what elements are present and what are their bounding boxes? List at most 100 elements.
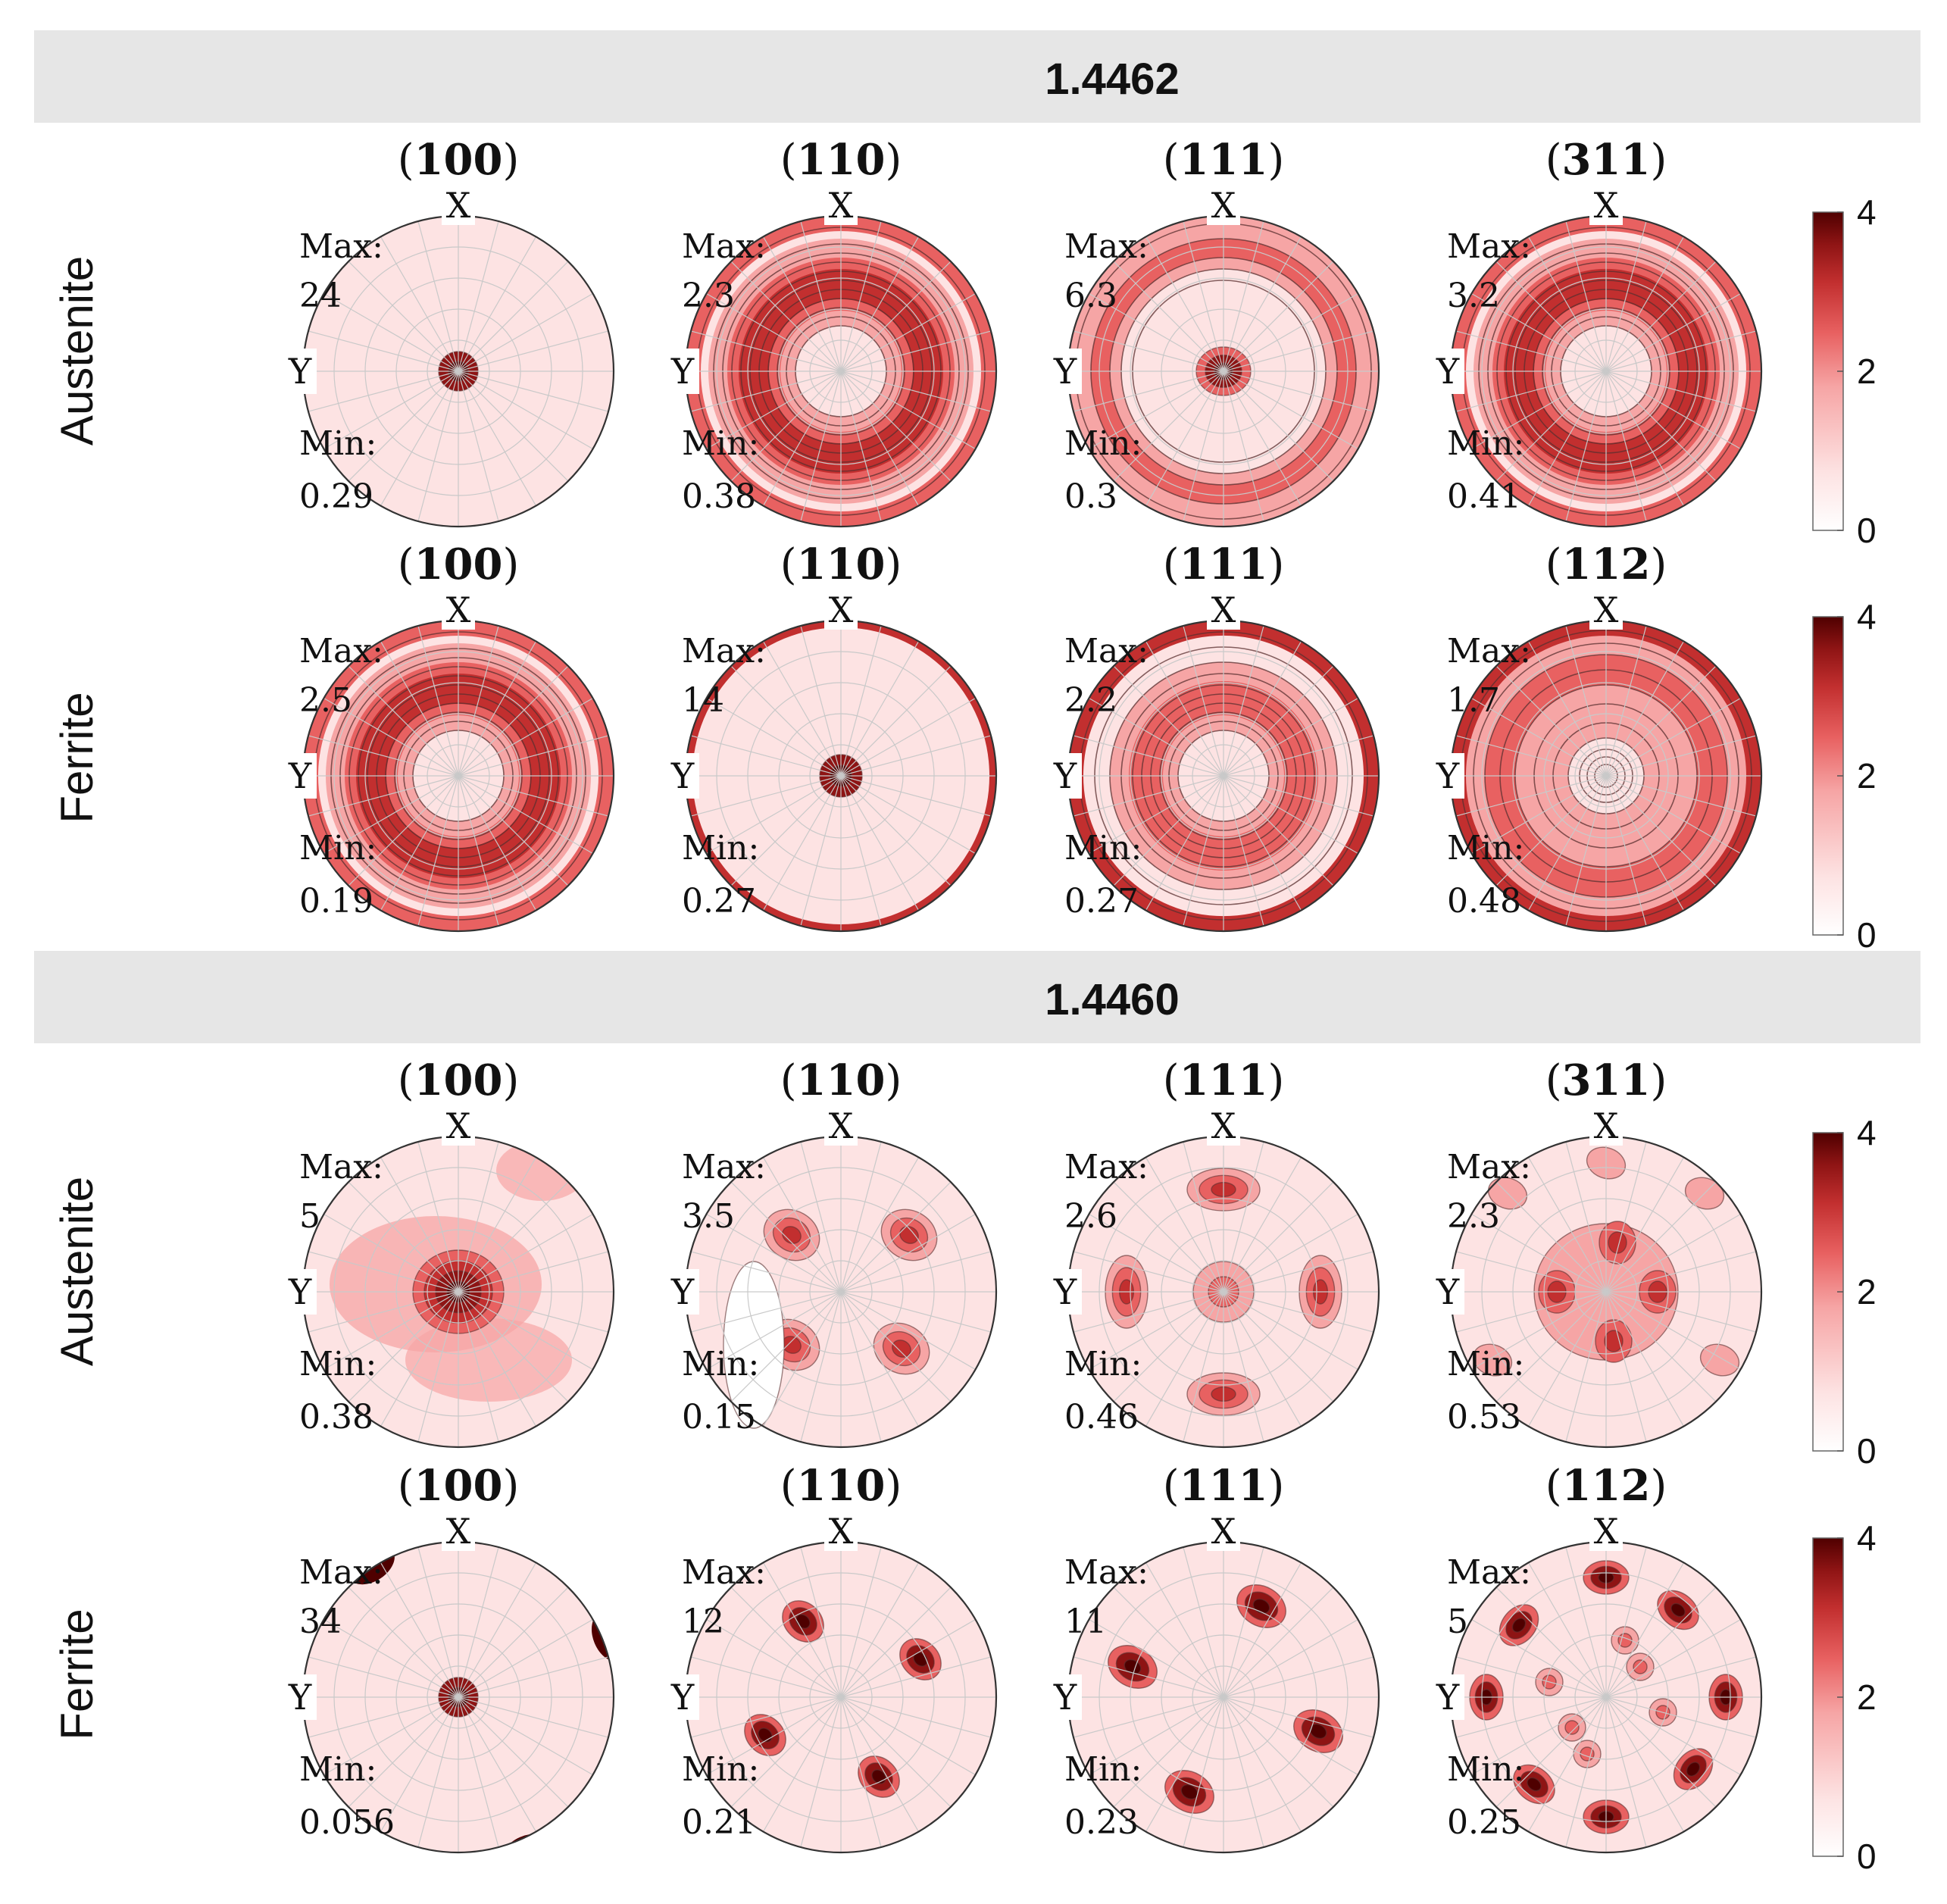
x-axis-label: X	[1594, 185, 1619, 226]
max-value: 24	[299, 277, 342, 315]
max-label: Max:	[682, 1553, 766, 1592]
min-value: 0.27	[1064, 882, 1139, 921]
colorbar-tick-label: 2	[1857, 1677, 1877, 1717]
y-axis-label: Y	[1053, 755, 1077, 796]
y-axis-label: Y	[1436, 1271, 1460, 1312]
min-value: 0.48	[1447, 882, 1521, 921]
pole-figure-112: X Y (112) Max: 5 Min: 0.25	[1430, 1461, 1763, 1854]
plane-title: (110)	[780, 1461, 902, 1511]
max-label: Max:	[299, 1553, 383, 1592]
polar-grid	[686, 216, 996, 527]
plane-title: (311)	[1545, 135, 1667, 185]
y-axis-label: Y	[1436, 755, 1460, 796]
pole-figure-100: X Y (100) Max: 24 Min: 0.29	[282, 135, 615, 528]
polar-grid	[303, 1136, 614, 1447]
x-axis-label: X	[1211, 1105, 1236, 1146]
min-label: Min:	[1064, 424, 1142, 463]
max-label: Max:	[1064, 632, 1149, 671]
y-axis-label: Y	[1436, 351, 1460, 392]
min-value: 0.21	[682, 1803, 756, 1842]
max-value: 3.5	[682, 1197, 735, 1236]
pole-figure-311: X Y (311) Max: 2.3 Min: 0.53	[1430, 1055, 1763, 1449]
max-value: 34	[299, 1602, 342, 1641]
polar-grid	[1068, 216, 1379, 527]
min-value: 0.29	[299, 477, 373, 516]
max-label: Max:	[1064, 1148, 1149, 1186]
x-axis-label: X	[829, 1511, 854, 1552]
min-value: 0.15	[682, 1398, 756, 1437]
polar-grid	[1451, 1542, 1761, 1852]
max-value: 12	[682, 1602, 724, 1641]
intensity-spot	[1309, 1723, 1327, 1740]
polar-grid	[1068, 621, 1379, 931]
max-value: 11	[1064, 1602, 1107, 1641]
group-title-1: 1.4462	[1045, 55, 1179, 104]
min-label: Min:	[1447, 1750, 1524, 1789]
intensity-region	[496, 1140, 587, 1201]
max-value: 2.2	[1064, 681, 1117, 720]
min-label: Min:	[299, 1750, 377, 1789]
max-value: 2.5	[299, 681, 352, 720]
max-label: Max:	[1064, 1553, 1149, 1592]
pole-figures: X Y (100) Max: 24 Min: 0.29 X Y (110) Max: 2.3 Min: 0…	[282, 135, 1763, 1854]
pole-figure-100: X Y (100) Max: 34 Min: 0.056	[282, 1461, 615, 1854]
min-label: Min:	[1447, 829, 1524, 868]
min-value: 0.27	[682, 882, 756, 921]
min-value: 0.38	[299, 1398, 373, 1437]
intensity-spot	[899, 1226, 919, 1244]
min-label: Min:	[682, 1345, 759, 1383]
y-axis-label: Y	[288, 755, 312, 796]
polar-grid	[303, 216, 614, 527]
plane-title: (110)	[780, 539, 902, 589]
x-axis-label: X	[1211, 589, 1236, 630]
x-axis-label: X	[446, 1511, 471, 1552]
min-value: 0.53	[1447, 1398, 1521, 1437]
x-axis-label: X	[446, 185, 471, 226]
group-banner-1	[34, 30, 1920, 123]
x-axis-label: X	[1594, 1105, 1619, 1146]
colorbar-tick-label: 0	[1857, 915, 1877, 955]
plane-title: (111)	[1163, 1461, 1285, 1511]
colorbars: 4 2 0 4 2 0 4 2 0 4 2 0	[1812, 192, 1877, 1876]
polar-grid	[1068, 1136, 1379, 1447]
plane-title: (100)	[398, 1055, 520, 1105]
pole-figure-110: X Y (110) Max: 2.3 Min: 0.38	[664, 135, 998, 528]
polar-grid	[1451, 216, 1761, 527]
intensity-spot	[871, 1769, 886, 1784]
x-axis-label: X	[446, 1105, 471, 1146]
x-axis-label: X	[1211, 185, 1236, 226]
min-value: 0.41	[1447, 477, 1521, 516]
y-axis-label: Y	[288, 351, 312, 392]
min-label: Min:	[682, 829, 759, 868]
max-value: 5	[299, 1197, 320, 1236]
max-value: 6.3	[1064, 277, 1117, 315]
x-axis-label: X	[1594, 589, 1619, 630]
intensity-spot	[1511, 1618, 1527, 1633]
plane-title: (110)	[780, 1055, 902, 1105]
min-value: 0.23	[1064, 1803, 1139, 1842]
min-value: 0.46	[1064, 1398, 1139, 1437]
polar-grid	[1451, 621, 1761, 931]
y-axis-label: Y	[670, 755, 695, 796]
min-label: Min:	[1447, 424, 1524, 463]
y-axis-label: Y	[288, 1271, 312, 1312]
pole-figure-100: X Y (100) Max: 5 Min: 0.38	[282, 1055, 615, 1449]
min-value: 0.056	[299, 1803, 395, 1842]
max-label: Max:	[1447, 1553, 1531, 1592]
plane-title: (100)	[398, 135, 520, 185]
intensity-spot	[1252, 1598, 1270, 1615]
max-value: 1.7	[1447, 681, 1500, 720]
plane-title: (111)	[1163, 539, 1285, 589]
max-label: Max:	[682, 632, 766, 671]
min-label: Min:	[1064, 829, 1142, 868]
colorbar-tick-label: 0	[1857, 1837, 1877, 1876]
y-axis-label: Y	[670, 351, 695, 392]
x-axis-label: X	[829, 589, 854, 630]
polar-grid	[1068, 1542, 1379, 1852]
y-axis-label: Y	[1053, 1271, 1077, 1312]
polar-grid	[1451, 1136, 1761, 1447]
pole-figure-100: X Y (100) Max: 2.5 Min: 0.19	[282, 539, 615, 933]
max-value: 3.2	[1447, 277, 1500, 315]
min-value: 0.3	[1064, 477, 1117, 516]
colorbar-tick-label: 0	[1857, 1431, 1877, 1471]
